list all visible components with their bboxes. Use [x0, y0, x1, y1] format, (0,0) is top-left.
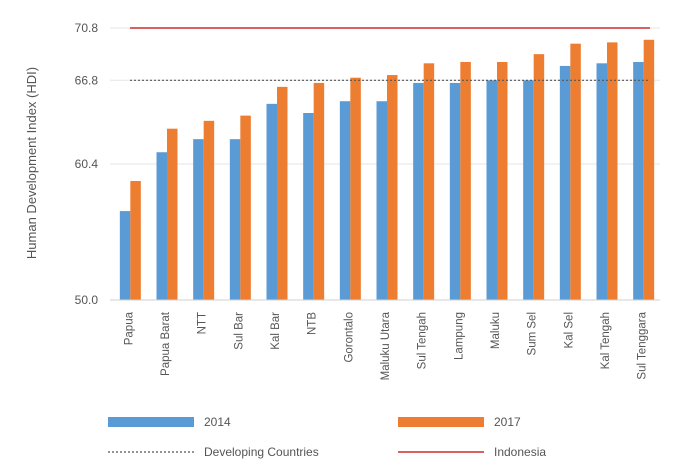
bar-2014-sul-bar: [229, 139, 241, 300]
y-tick-label: 60.4: [75, 157, 99, 171]
bar-2014-maluku: [486, 80, 497, 300]
x-tick-label: Papua Barat: [160, 311, 172, 376]
bar-series: [119, 39, 655, 301]
y-tick-labels: 50.0 60.4 66.8 70.8: [75, 21, 99, 307]
y-tick-label: 66.8: [75, 73, 99, 87]
x-tick-label: Lampung: [453, 312, 465, 360]
bar-2014-papua-barat: [156, 152, 167, 300]
x-tick-label: Kal Sel: [563, 312, 575, 348]
legend-label: Indonesia: [494, 445, 546, 459]
bar-2014-kal-sel: [559, 65, 571, 300]
bar-2017-lampung: [460, 62, 471, 300]
bar-2017-sul-tengah: [423, 63, 435, 300]
bar-2017-sul-bar: [240, 115, 251, 300]
y-tick-label: 70.8: [75, 21, 99, 35]
bar-2017-sul-tenggara: [643, 39, 655, 301]
x-tick-label: Sul Bar: [233, 312, 245, 350]
x-tick-label: NTB: [307, 312, 319, 335]
legend-label: 2017: [494, 415, 521, 429]
bar-2014-papua: [119, 211, 131, 300]
bar-2017-papua-barat: [167, 128, 178, 300]
y-axis-title: Human Development Index (HDI): [24, 67, 39, 259]
x-tick-label: Maluku: [490, 312, 502, 349]
x-tick-label: Kal Bar: [270, 312, 282, 350]
bar-2014-maluku-utara: [376, 101, 387, 300]
bar-2017-kal-sel: [570, 43, 581, 300]
x-tick-label: NTT: [197, 312, 209, 334]
bar-2017-kal-tengah: [607, 42, 618, 301]
x-tick-labels: Papua Papua Barat NTT Sul Bar Kal Bar NTB Goro…: [123, 311, 648, 380]
bar-2014-sum-sel: [523, 80, 534, 300]
legend-swatch: [398, 417, 484, 427]
bar-2017-papua: [130, 181, 141, 300]
reference-lines: [130, 27, 650, 81]
x-tick-label: Sum Sel: [527, 312, 539, 355]
bar-2014-sul-tengah: [413, 82, 424, 300]
bar-2017-kal-bar: [277, 86, 288, 300]
bar-2017-maluku: [497, 62, 508, 300]
x-tick-label: Sul Tenggara: [637, 311, 649, 379]
bar-2014-lampung: [449, 82, 461, 300]
bar-2014-kal-bar: [266, 103, 277, 300]
bar-2014-gorontalo: [339, 101, 351, 300]
bar-2017-ntb: [313, 82, 325, 300]
bar-2017-gorontalo: [350, 77, 361, 300]
bar-2017-ntt: [203, 120, 215, 300]
bar-2014-kal-tengah: [596, 63, 607, 300]
legend-swatch: [108, 417, 194, 427]
legend-label: 2014: [204, 415, 231, 429]
bar-2014-ntb: [303, 113, 314, 300]
legend-label: Developing Countries: [204, 445, 319, 459]
x-tick-label: Kal Tengah: [600, 312, 612, 369]
bar-2017-sum-sel: [533, 54, 545, 301]
bar-2014-sul-tenggara: [633, 62, 644, 300]
x-tick-label: Maluku Utara: [380, 311, 392, 380]
y-tick-label: 50.0: [75, 293, 99, 307]
x-tick-label: Gorontalo: [343, 312, 355, 363]
x-tick-label: Papua: [123, 311, 135, 345]
legend: 2014 2017 Developing Countries Indonesia: [108, 415, 546, 459]
x-tick-label: Sul Tengah: [417, 312, 429, 369]
bar-2017-maluku-utara: [387, 75, 398, 300]
bar-2014-ntt: [193, 139, 204, 300]
